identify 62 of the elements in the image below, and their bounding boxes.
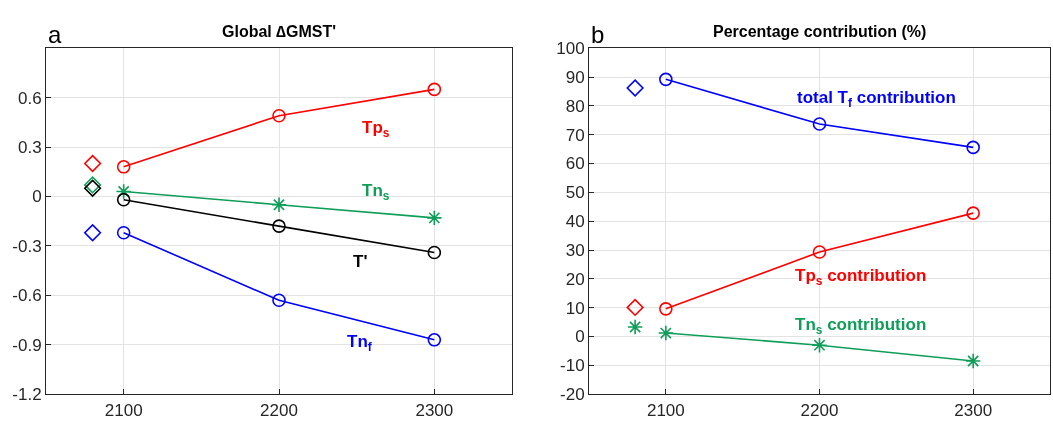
- point: [271, 196, 287, 213]
- x-tick-label: 2300: [415, 400, 454, 420]
- point: [116, 225, 131, 240]
- y-tick-label: -0.3: [12, 236, 42, 256]
- legend-label: Tp$_{s}$: [795, 266, 823, 288]
- y-tick-label: 0.3: [17, 138, 42, 157]
- y-tick-label: -20: [560, 385, 585, 405]
- x-tick-label: 2200: [260, 400, 298, 420]
- y-tick-label: 0: [32, 187, 42, 207]
- point: [426, 209, 443, 226]
- point: [115, 183, 132, 200]
- chart-title: Global ∆GMST': [222, 23, 337, 40]
- point: [626, 79, 644, 97]
- point: [427, 82, 442, 97]
- point: [659, 302, 673, 316]
- point: [966, 140, 980, 155]
- y-tick-label: 10: [565, 298, 585, 318]
- chart-title: Percentage contribution (%): [713, 23, 927, 40]
- point: [272, 108, 286, 123]
- point: [657, 325, 674, 342]
- point: [626, 298, 644, 317]
- series-label: Tn$_{s}$: [362, 181, 390, 203]
- point: [272, 293, 286, 308]
- point: [272, 219, 286, 233]
- point: [627, 319, 644, 336]
- point: [965, 353, 982, 370]
- x-tick-label: 2300: [954, 400, 993, 420]
- x-tick-label: 2100: [646, 400, 685, 420]
- point: [84, 224, 102, 242]
- y-tick-label: -1.2: [12, 385, 42, 405]
- x-tick-label: 2200: [800, 400, 839, 420]
- point: [84, 154, 102, 173]
- annotation: b: [591, 21, 605, 48]
- series-label: total T$_{f}$ contribution: [797, 88, 956, 110]
- y-tick-label: -0.6: [12, 286, 42, 306]
- y-tick-label: 60: [565, 154, 585, 174]
- y-tick-label: 80: [565, 96, 585, 116]
- point: [811, 337, 828, 354]
- text: contribution: [827, 266, 927, 285]
- point: [966, 206, 980, 220]
- point: [427, 333, 442, 347]
- text: Tp$_{s}$: [362, 118, 390, 140]
- point: [427, 245, 442, 260]
- series-label: T': [353, 252, 368, 271]
- y-tick-label: 30: [565, 240, 585, 260]
- y-tick-label: -10: [560, 356, 585, 376]
- y-tick-label: 0: [575, 327, 585, 347]
- y-tick-label: -0.9: [12, 335, 42, 355]
- point: [116, 192, 131, 207]
- y-tick-label: 70: [565, 125, 585, 145]
- point: [659, 72, 673, 87]
- y-tick-label: 50: [565, 183, 585, 203]
- text: a: [48, 21, 62, 48]
- y-tick-label: 20: [565, 269, 585, 289]
- series-label: Tn$_{s}$ contribution: [795, 315, 927, 337]
- y-tick-label: 0.6: [17, 88, 42, 108]
- x-tick-label: 2100: [104, 400, 143, 420]
- point: [116, 160, 131, 174]
- series-label: Tn$_{f}$: [347, 332, 372, 354]
- y-tick-label: 40: [565, 212, 585, 232]
- y-tick-label: 100: [556, 39, 585, 59]
- y-tick-label: 90: [565, 67, 585, 87]
